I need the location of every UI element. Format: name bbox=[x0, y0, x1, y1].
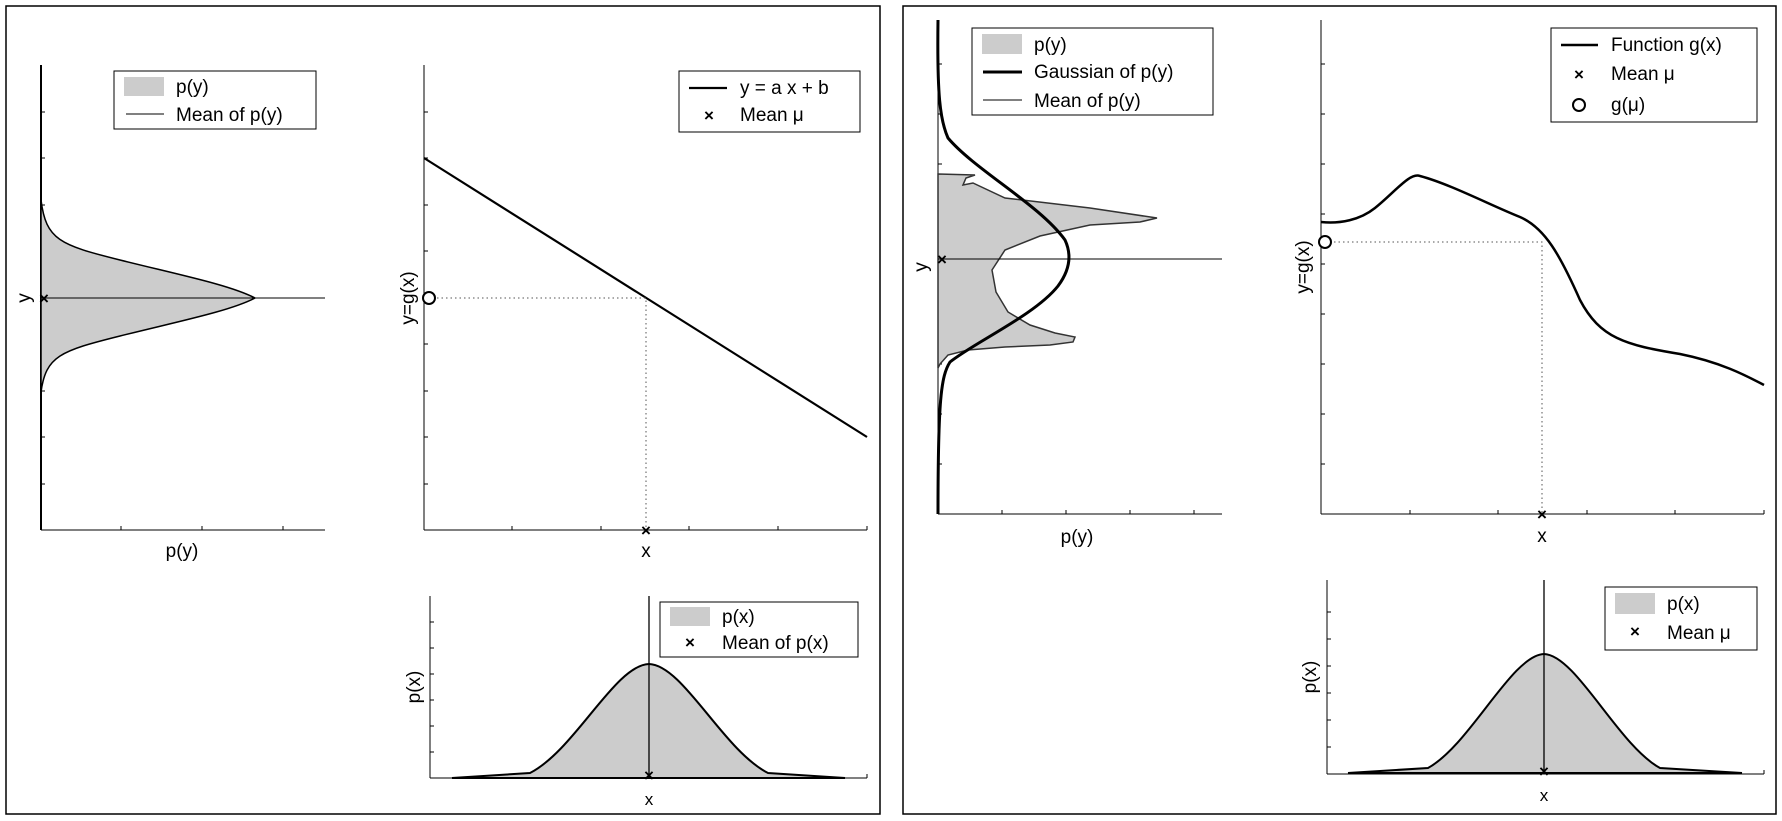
left-px-xlabel: x bbox=[645, 790, 654, 809]
right-py-legend-fill-swatch bbox=[982, 34, 1022, 54]
right-map-legend-gmu-label: g(μ) bbox=[1611, 95, 1645, 116]
right-py-legend-mean-label: Mean of p(y) bbox=[1034, 91, 1141, 112]
left-py-mean-marker: × bbox=[39, 289, 49, 308]
right-py-ylabel: y bbox=[911, 262, 932, 272]
left-py-legend-fill-swatch bbox=[124, 77, 164, 96]
right-py-legend: p(y) Gaussian of p(y) Mean of p(y) bbox=[971, 27, 1214, 116]
left-px-plot: × x p(x) p(x) × Mean of p(x) bbox=[404, 596, 868, 809]
left-map-legend-mean-marker: × bbox=[704, 106, 714, 125]
left-px-legend-fill-label: p(x) bbox=[722, 607, 755, 628]
right-px-ylabel: p(x) bbox=[1300, 661, 1321, 694]
right-px-xlabel: x bbox=[1540, 786, 1549, 805]
left-py-legend-mean-label: Mean of p(y) bbox=[176, 105, 283, 126]
right-map-legend: Function g(x) × Mean μ g(μ) bbox=[1550, 27, 1758, 123]
left-py-xlabel: p(y) bbox=[166, 541, 199, 562]
left-px-mean-marker: × bbox=[644, 766, 654, 785]
right-py-mean-marker: × bbox=[937, 250, 947, 269]
left-panel: × p(y) y p(y) Mean of p(y) bbox=[5, 5, 881, 815]
right-px-mean-marker: × bbox=[1539, 762, 1549, 781]
right-py-legend-gauss-label: Gaussian of p(y) bbox=[1034, 62, 1173, 83]
right-map-legend-line-label: Function g(x) bbox=[1611, 35, 1722, 56]
left-py-density bbox=[40, 199, 257, 393]
right-map-function-curve bbox=[1320, 174, 1765, 387]
left-py-plot: × p(y) y p(y) Mean of p(y) bbox=[14, 65, 325, 562]
left-map-plot: × x y=g(x) y = a x + b × Mean μ bbox=[398, 65, 868, 562]
right-map-legend-mean-label: Mean μ bbox=[1611, 64, 1675, 85]
right-px-legend-fill-swatch bbox=[1615, 593, 1655, 614]
left-py-legend: p(y) Mean of p(y) bbox=[113, 70, 317, 130]
right-px-legend-mean-label: Mean μ bbox=[1667, 623, 1731, 644]
right-panel: × p(y) y p(y) Gaussian of p(y) Mean of p… bbox=[902, 5, 1777, 815]
left-px-legend-mean-marker: × bbox=[685, 633, 695, 652]
right-py-xlabel: p(y) bbox=[1061, 527, 1094, 548]
left-map-ylabel: y=g(x) bbox=[398, 271, 419, 324]
left-map-mean-marker: × bbox=[641, 521, 651, 540]
right-map-xlabel: x bbox=[1537, 526, 1547, 547]
right-px-plot: × x p(x) p(x) × Mean μ bbox=[1300, 580, 1765, 805]
right-px-legend-fill-label: p(x) bbox=[1667, 594, 1700, 615]
left-panel-frame bbox=[5, 5, 881, 815]
right-px-legend: p(x) × Mean μ bbox=[1604, 586, 1758, 651]
right-map-legend-gmu-marker bbox=[1572, 98, 1586, 112]
right-py-plot: × p(y) y p(y) Gaussian of p(y) Mean of p… bbox=[911, 19, 1222, 548]
left-px-legend-mean-label: Mean of p(x) bbox=[722, 633, 829, 654]
right-py-legend-fill-label: p(y) bbox=[1034, 35, 1067, 56]
left-map-projection-guide bbox=[428, 297, 647, 530]
right-map-legend-mean-marker: × bbox=[1574, 65, 1584, 84]
left-map-legend-line-label: y = a x + b bbox=[740, 78, 829, 99]
right-map-projection-guide bbox=[1325, 241, 1543, 514]
left-map-legend: y = a x + b × Mean μ bbox=[678, 70, 861, 133]
right-px-density bbox=[1347, 652, 1743, 774]
left-map-gmu-marker bbox=[422, 291, 436, 305]
left-px-legend-fill-swatch bbox=[670, 607, 710, 626]
right-px-legend-mean-marker: × bbox=[1630, 622, 1640, 641]
left-map-xlabel: x bbox=[641, 541, 651, 562]
right-py-density bbox=[937, 173, 1158, 369]
right-map-plot: × x y=g(x) Function g(x) × Mean μ g(μ) bbox=[1293, 20, 1765, 547]
right-panel-frame bbox=[902, 5, 1777, 815]
right-map-mean-marker: × bbox=[1537, 505, 1547, 524]
right-map-axes bbox=[1320, 20, 1765, 515]
left-px-ylabel: p(x) bbox=[404, 671, 425, 704]
right-py-gaussian-fit bbox=[936, 19, 1071, 515]
left-py-legend-fill-label: p(y) bbox=[176, 77, 209, 98]
left-py-ylabel: y bbox=[14, 293, 35, 303]
left-map-legend-mean-label: Mean μ bbox=[740, 105, 804, 126]
right-map-gmu-marker bbox=[1318, 235, 1332, 249]
left-px-legend: p(x) × Mean of p(x) bbox=[659, 601, 859, 658]
right-map-ylabel: y=g(x) bbox=[1293, 240, 1314, 293]
